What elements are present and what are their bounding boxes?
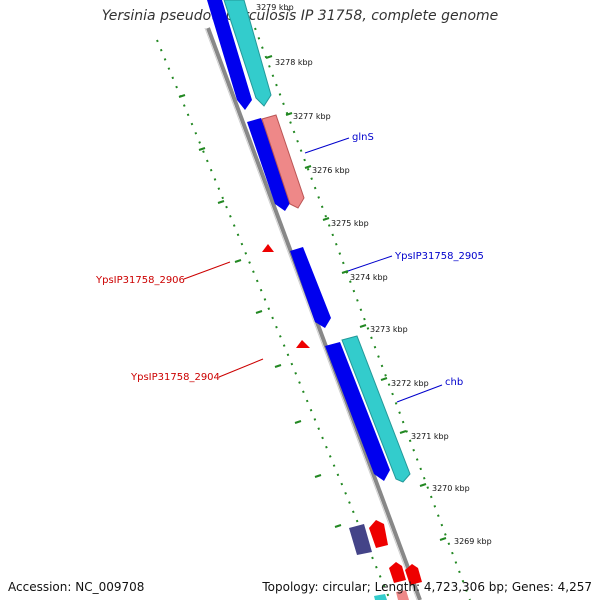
cds-forward[interactable] (290, 247, 331, 328)
ypsip31758-2904-leader (218, 358, 264, 378)
kbp-label: 3272 kbp (391, 379, 429, 388)
kbp-label: 3274 kbp (350, 273, 388, 282)
kbp-label: 3273 kbp (370, 325, 408, 334)
genome-summary: Topology: circular; Length: 4,723,306 bp… (262, 580, 592, 594)
kbp-label: 3271 kbp (411, 432, 449, 441)
ruler-ticks (265, 55, 447, 541)
feature-cyan[interactable] (374, 594, 387, 600)
gene-label-ypsip31758-2904[interactable]: YpsIP31758_2904 (130, 372, 220, 383)
feature-pink[interactable] (261, 114, 305, 209)
kbp-label: 3275 kbp (331, 219, 369, 228)
kbp-label: 3278 kbp (275, 58, 313, 67)
cds-reverse[interactable] (405, 564, 422, 585)
kbp-label: 3279 kbp (256, 3, 294, 12)
cds-forward[interactable] (325, 342, 390, 481)
feature-cyan[interactable] (341, 335, 411, 483)
gene-label-chb[interactable]: chb (445, 377, 463, 388)
outer-ruler (254, 27, 471, 600)
cds-reverse[interactable] (296, 340, 310, 348)
ypsip31758-2906-leader (183, 261, 231, 280)
feature-pink[interactable] (396, 590, 409, 600)
genome-title: Yersinia pseudotuberculosis IP 31758, co… (101, 8, 499, 24)
cds-forward[interactable] (207, 0, 252, 110)
chb-leader (396, 384, 443, 403)
gene-label-ypsip31758-2905[interactable]: YpsIP31758_2905 (394, 251, 484, 262)
feature-cyan[interactable] (223, 0, 272, 107)
inner-ruler (156, 39, 391, 600)
kbp-label: 3270 kbp (432, 484, 470, 493)
inner-ruler-ticks (178, 94, 342, 528)
cds-forward[interactable] (247, 118, 292, 211)
ypsip31758-2905-leader (347, 255, 393, 272)
gene-label-glns[interactable]: glnS (352, 132, 374, 143)
kbp-label: 3276 kbp (312, 166, 350, 175)
accession-label: Accession: NC_009708 (8, 580, 145, 594)
cds-reverse[interactable] (389, 562, 406, 583)
backbone-outline (204, 27, 418, 600)
glns-leader (304, 137, 350, 154)
kbp-label: 3269 kbp (454, 537, 492, 546)
cds-reverse[interactable] (369, 520, 388, 548)
feature-purple[interactable] (349, 524, 372, 555)
kbp-label: 3277 kbp (293, 112, 331, 121)
cds-reverse[interactable] (262, 244, 274, 252)
gene-label-ypsip31758-2906[interactable]: YpsIP31758_2906 (95, 275, 185, 286)
